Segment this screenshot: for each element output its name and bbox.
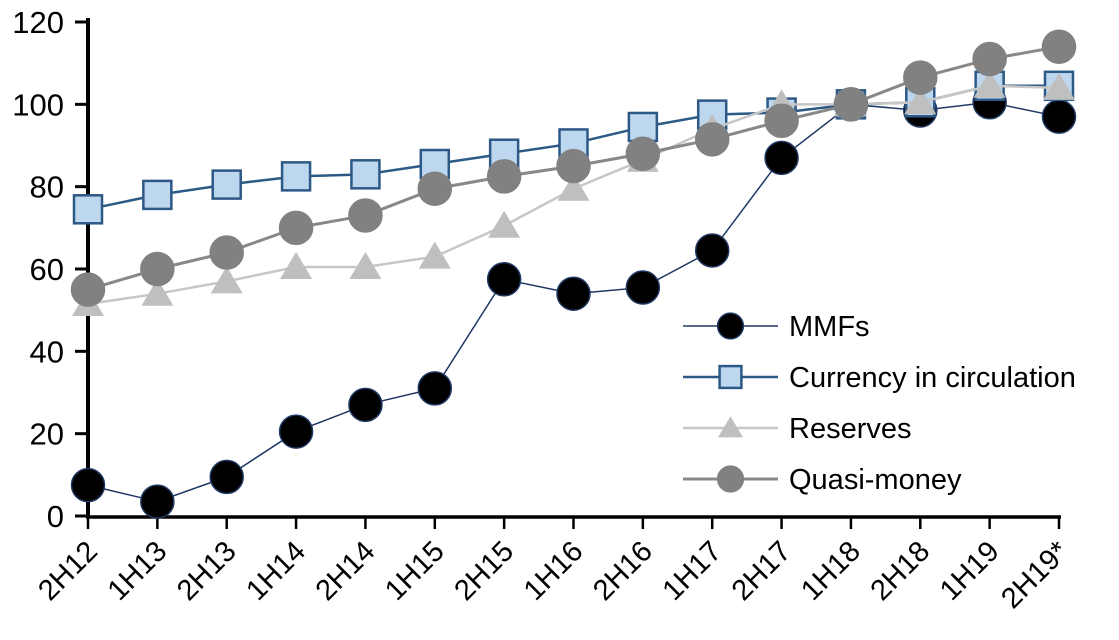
legend-marker-reserves [718,416,743,438]
marker-mmfs [694,233,730,268]
marker-quasi-money [348,198,383,233]
legend-item-quasi-money: Quasi-money [683,464,962,496]
x-tick-label: 1H15 [379,535,451,607]
marker-quasi-money [903,60,938,95]
x-tick-label-group: 2H14 [310,535,382,607]
marker-quasi-money [209,235,244,270]
y-tick-label: 80 [30,170,64,205]
marker-quasi-money [1041,29,1077,64]
x-tick-label: 2H12 [32,535,104,607]
marker-quasi-money [625,136,661,171]
marker-reserves [973,70,1006,98]
marker-mmfs [70,467,106,503]
x-tick-label-group: 2H12 [32,535,104,607]
y-tick-label: 20 [30,417,64,452]
x-tick-label: 1H13 [102,535,174,607]
legend-marker-quasi-money [716,465,745,493]
legend: MMFs Currency in circulation Reserves Quasi… [683,311,1076,496]
marker-currency-in-circulation [211,169,242,200]
marker-mmfs [140,484,175,519]
x-tick-label-group: 1H17 [657,535,729,607]
marker-quasi-money [556,148,591,184]
marker-reserves [418,241,451,269]
y-tick-label: 120 [12,5,64,40]
marker-reserves [141,278,174,306]
marker-currency-in-circulation [350,159,381,190]
y-tick-label: 100 [12,87,64,122]
x-tick-label-group: 1H18 [795,535,867,607]
legend-label-mmfs: MMFs [789,311,870,343]
legend-item-currency-in-circulation: Currency in circulation [683,362,1076,394]
x-tick-label: 2H19* [995,535,1075,615]
marker-quasi-money [417,171,453,206]
marker-reserves [904,87,937,115]
x-tick-label-group: 2H19* [995,535,1075,615]
marker-quasi-money [486,159,522,194]
x-tick-label: 2H14 [310,535,382,607]
marker-mmfs [625,270,661,305]
marker-quasi-money [140,251,175,287]
x-tick-label-group: 2H16 [587,535,659,607]
marker-mmfs [764,140,799,176]
marker-currency-in-circulation [72,194,104,225]
x-tick-label: 2H15 [448,535,520,607]
x-tick-label-group: 2H13 [171,535,243,607]
y-tick-label: 40 [30,334,64,369]
marker-mmfs [348,387,383,423]
legend-label-currency-in-circulation: Currency in circulation [789,362,1076,394]
x-tick-label: 1H18 [795,535,867,607]
marker-quasi-money [70,272,106,307]
x-tick-label-group: 1H15 [379,535,451,607]
x-tick-label: 1H14 [240,535,312,607]
x-tick-label-group: 1H13 [102,535,174,607]
y-tick-label: 0 [47,499,64,534]
legend-label-quasi-money: Quasi-money [789,464,962,496]
marker-quasi-money [833,87,869,122]
x-tick-label: 1H16 [518,535,590,607]
marker-mmfs [278,414,314,449]
marker-mmfs [417,371,453,406]
x-tick-label-group: 1H16 [518,535,590,607]
marker-currency-in-circulation [142,179,173,211]
marker-quasi-money [764,103,799,139]
x-tick-label-group: 1H19 [934,535,1006,607]
marker-quasi-money [694,122,730,157]
marker-mmfs [556,276,591,311]
marker-reserves [1043,72,1075,100]
marker-mmfs [1041,99,1077,134]
marker-reserves [488,210,521,238]
x-tick-label: 2H16 [587,535,659,607]
y-tick-label: 60 [30,252,64,287]
marker-mmfs [209,459,244,495]
x-tick-label: 1H17 [657,535,729,607]
x-tick-label: 2H18 [865,535,937,607]
series-layer [70,29,1077,519]
legend-label-reserves: Reserves [789,413,912,445]
x-tick-label: 2H17 [726,535,798,607]
x-tick-label: 2H13 [171,535,243,607]
x-tick-label-group: 1H14 [240,535,312,607]
marker-currency-in-circulation [280,161,312,192]
x-tick-label-group: 2H15 [448,535,520,607]
marker-currency-in-circulation [627,111,659,143]
marker-reserves [349,251,382,279]
series-quasi-money [70,29,1077,307]
legend-marker-currency-in-circulation [718,364,743,390]
legend-item-reserves: Reserves [683,413,912,445]
marker-mmfs [486,262,522,297]
legend-item-mmfs: MMFs [683,311,870,343]
x-tick-label-group: 2H18 [865,535,937,607]
marker-reserves [557,173,590,201]
marker-quasi-money [278,210,314,246]
x-tick-label: 1H19 [934,535,1006,607]
x-tick-label-group: 2H17 [726,535,798,607]
legend-marker-mmfs [716,312,745,340]
marker-reserves [280,251,313,279]
marker-quasi-money [972,41,1007,77]
marker-reserves [210,266,243,294]
